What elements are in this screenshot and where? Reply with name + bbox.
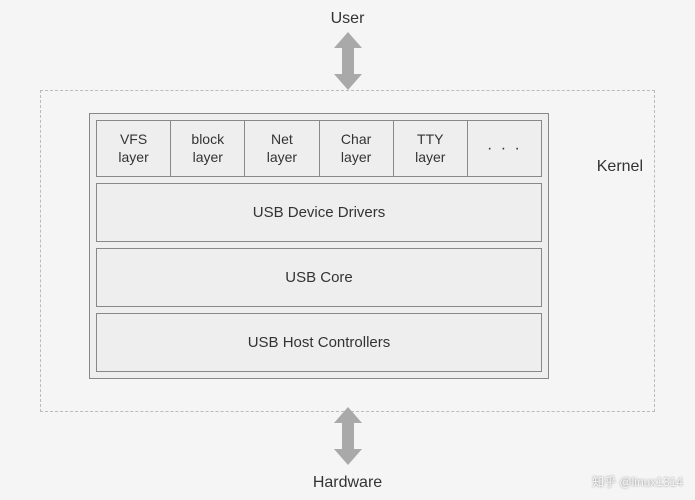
cell-line: layer [249, 149, 314, 167]
cell-line: layer [101, 149, 166, 167]
cell-line: Net [249, 131, 314, 149]
cell-line: VFS [101, 131, 166, 149]
cell-line: layer [398, 149, 463, 167]
hardware-label: Hardware [313, 474, 382, 492]
layer-row: VFS layer block layer Net layer Char lay… [96, 120, 542, 177]
cell-line: layer [175, 149, 240, 167]
user-label: User [331, 10, 365, 28]
cell-line: Char [324, 131, 389, 149]
block-layer-cell: block layer [170, 120, 245, 177]
watermark: 知乎 @linux1314 [592, 473, 683, 490]
usb-stack: VFS layer block layer Net layer Char lay… [89, 113, 549, 379]
vfs-layer-cell: VFS layer [96, 120, 171, 177]
char-layer-cell: Char layer [319, 120, 394, 177]
ellipsis-icon: · · · [472, 139, 537, 159]
tty-layer-cell: TTY layer [393, 120, 468, 177]
usb-device-drivers-row: USB Device Drivers [96, 183, 542, 242]
cell-line: block [175, 131, 240, 149]
ellipsis-cell: · · · [467, 120, 542, 177]
usb-host-controllers-row: USB Host Controllers [96, 313, 542, 372]
cell-line: layer [324, 149, 389, 167]
arrow-user-kernel [334, 32, 362, 95]
kernel-region: VFS layer block layer Net layer Char lay… [40, 90, 655, 412]
arrow-kernel-hardware [334, 407, 362, 470]
usb-core-row: USB Core [96, 248, 542, 307]
kernel-label: Kernel [597, 158, 643, 176]
net-layer-cell: Net layer [244, 120, 319, 177]
cell-line: TTY [398, 131, 463, 149]
